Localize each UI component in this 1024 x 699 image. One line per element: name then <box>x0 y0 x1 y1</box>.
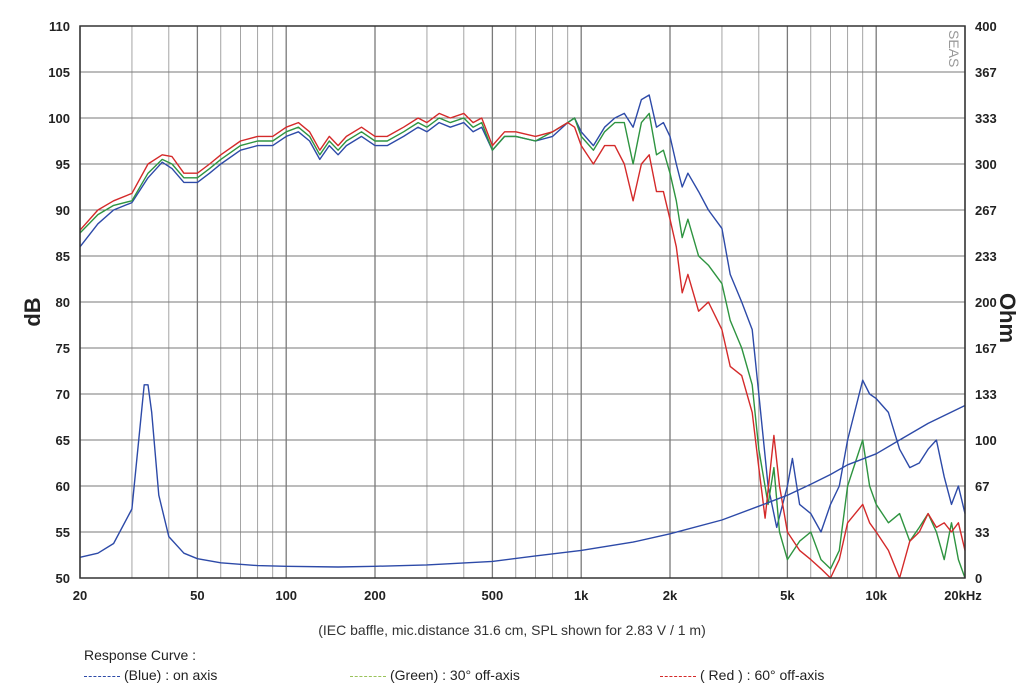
legend-label-green: (Green) : 30° off-axis <box>390 667 520 683</box>
y2-tick-label: 233 <box>975 249 997 264</box>
grid-lines <box>79 25 966 579</box>
legend-label-blue: (Blue) : on axis <box>124 667 218 683</box>
frequency-response-chart: 50 55 60 65 70 75 80 85 90 95 100 105 110 0 33 67 100 13… <box>20 19 1020 603</box>
y-tick-label: 70 <box>56 387 70 402</box>
y2-tick-label: 400 <box>975 19 997 34</box>
y-tick-label: 110 <box>49 19 70 34</box>
y-tick-label: 50 <box>56 571 70 586</box>
legend-item-blue: (Blue) : on axis <box>84 667 217 683</box>
y2-tick-label: 267 <box>975 203 997 218</box>
y2-tick-label: 33 <box>975 525 989 540</box>
x-tick-label: 20 <box>73 588 87 603</box>
measurement-caption: (IEC baffle, mic.distance 31.6 cm, SPL s… <box>318 622 706 638</box>
y2-tick-label: 167 <box>975 341 997 356</box>
legend-title: Response Curve : <box>84 647 197 663</box>
x-tick-label: 500 <box>482 588 504 603</box>
y-tick-label: 60 <box>56 479 70 494</box>
right-axis-ticks: 0 33 67 100 133 167 200 233 267 300 333 367 400 <box>975 19 997 586</box>
x-tick-label: 10k <box>865 588 887 603</box>
y2-tick-label: 0 <box>975 571 982 586</box>
y-tick-label: 55 <box>56 525 70 540</box>
x-tick-label: 100 <box>275 588 297 603</box>
y2-tick-label: 133 <box>975 387 997 402</box>
brand-logo: SEAS <box>946 30 962 67</box>
x-tick-label: 50 <box>190 588 204 603</box>
y-tick-label: 105 <box>48 65 70 80</box>
left-axis-ticks: 50 55 60 65 70 75 80 85 90 95 100 105 110 <box>48 19 70 586</box>
x-tick-label: 200 <box>364 588 386 603</box>
y-axis-title: dB <box>20 297 45 326</box>
legend-swatch-blue <box>84 675 120 677</box>
y2-tick-label: 67 <box>975 479 989 494</box>
y2-tick-label: 100 <box>975 433 997 448</box>
spl-curve-2 <box>79 112 966 579</box>
y-tick-label: 85 <box>56 249 70 264</box>
y2-axis-title: Ohm <box>995 293 1020 343</box>
y-tick-label: 90 <box>56 203 70 218</box>
y2-tick-label: 333 <box>975 111 997 126</box>
x-tick-label: 1k <box>574 588 589 603</box>
legend-label-red: ( Red ) : 60° off-axis <box>700 667 825 683</box>
legend-swatch-red <box>660 675 696 677</box>
x-axis-ticks: 20 50 100 200 500 1k 2k 5k 10k 20kHz <box>73 588 983 603</box>
legend-item-green: (Green) : 30° off-axis <box>350 667 520 683</box>
y-tick-label: 65 <box>56 433 70 448</box>
plot-border <box>79 25 966 579</box>
x-tick-label: 5k <box>780 588 795 603</box>
y-tick-label: 95 <box>56 157 70 172</box>
y2-tick-label: 367 <box>975 65 997 80</box>
y-tick-label: 75 <box>56 341 70 356</box>
x-tick-label: 2k <box>663 588 678 603</box>
impedance-curve <box>79 384 966 568</box>
legend-swatch-green <box>350 675 386 677</box>
y-tick-label: 80 <box>56 295 70 310</box>
spl-curve-1 <box>79 112 966 579</box>
x-tick-label: 20kHz <box>944 588 982 603</box>
y2-tick-label: 300 <box>975 157 997 172</box>
spl-curve-0 <box>79 94 966 533</box>
legend-item-red: ( Red ) : 60° off-axis <box>660 667 824 683</box>
y-tick-label: 100 <box>48 111 70 126</box>
response-curves <box>79 94 966 579</box>
y2-tick-label: 200 <box>975 295 997 310</box>
